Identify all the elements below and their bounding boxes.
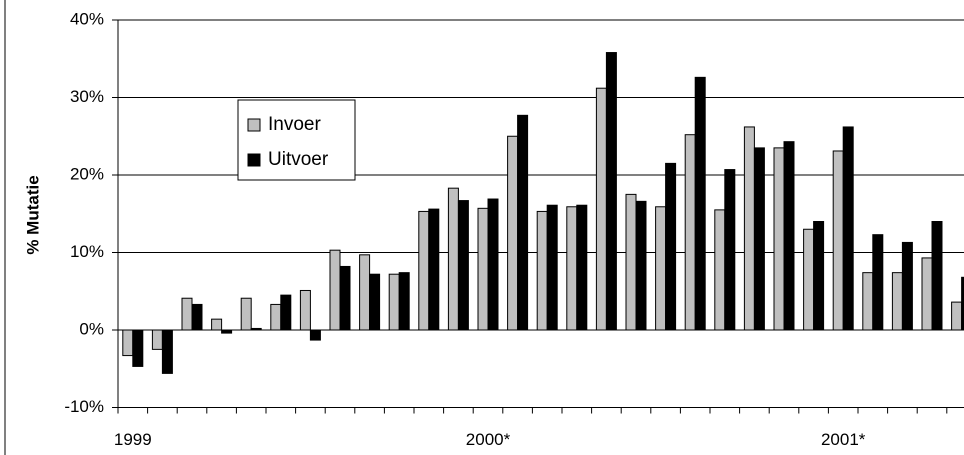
bar [931, 221, 943, 331]
bar [901, 241, 913, 331]
bar [625, 193, 637, 331]
bar [832, 150, 844, 331]
bar [240, 297, 252, 331]
bar [714, 209, 726, 331]
legend-swatch [247, 153, 261, 167]
bar [684, 134, 696, 331]
bar [773, 147, 785, 331]
bar [457, 200, 469, 331]
bar [280, 294, 292, 331]
bar [477, 207, 489, 331]
bar [299, 289, 311, 331]
bar [161, 329, 173, 374]
bar [211, 318, 223, 331]
bar [951, 301, 963, 331]
bar [191, 303, 203, 331]
legend-label: Invoer [268, 114, 321, 135]
bar [329, 249, 341, 331]
legend-label: Uitvoer [268, 149, 329, 170]
bar [862, 272, 874, 331]
y-tick-label: 40% [70, 9, 104, 28]
bar [536, 210, 548, 331]
bar [122, 329, 134, 357]
bar [517, 114, 529, 331]
bar [921, 257, 933, 331]
bar [487, 198, 499, 331]
bar [665, 162, 677, 331]
bar [694, 76, 706, 331]
bar [388, 273, 400, 331]
bar [428, 208, 440, 331]
bar [270, 303, 282, 331]
bar [339, 265, 351, 331]
bar [369, 273, 381, 331]
bar [566, 206, 578, 331]
bar [891, 272, 903, 331]
bar [546, 204, 558, 331]
bar [132, 329, 144, 367]
bar [250, 327, 262, 331]
bar [872, 234, 884, 331]
y-axis-label: % Mutatie [23, 175, 42, 254]
bar [447, 187, 459, 331]
bar [181, 297, 193, 331]
bar [724, 169, 736, 331]
bar [595, 87, 607, 331]
bar [655, 206, 667, 331]
y-tick-label: -10% [64, 397, 104, 416]
bar [418, 210, 430, 331]
legend-swatch [247, 118, 261, 132]
bar [813, 221, 825, 331]
y-tick-label: 20% [70, 164, 104, 183]
bar [635, 200, 647, 331]
bar [507, 135, 519, 331]
bar [151, 329, 163, 350]
bar [576, 204, 588, 331]
bar [842, 126, 854, 331]
x-tick-label: 2000* [466, 430, 511, 449]
bar [309, 329, 321, 341]
bar [605, 52, 617, 331]
y-tick-label: 10% [70, 242, 104, 261]
x-tick-label: 2001* [821, 430, 866, 449]
y-tick-label: 0% [79, 319, 104, 338]
bar [803, 228, 815, 331]
bar [359, 254, 371, 331]
bar [961, 276, 964, 331]
bar [753, 147, 765, 331]
legend-box [237, 99, 356, 181]
bar [743, 126, 755, 331]
bar [398, 272, 410, 331]
y-tick-label: 30% [70, 87, 104, 106]
bar [221, 329, 233, 334]
x-tick-label: 1999 [114, 430, 152, 449]
bar [783, 141, 795, 331]
